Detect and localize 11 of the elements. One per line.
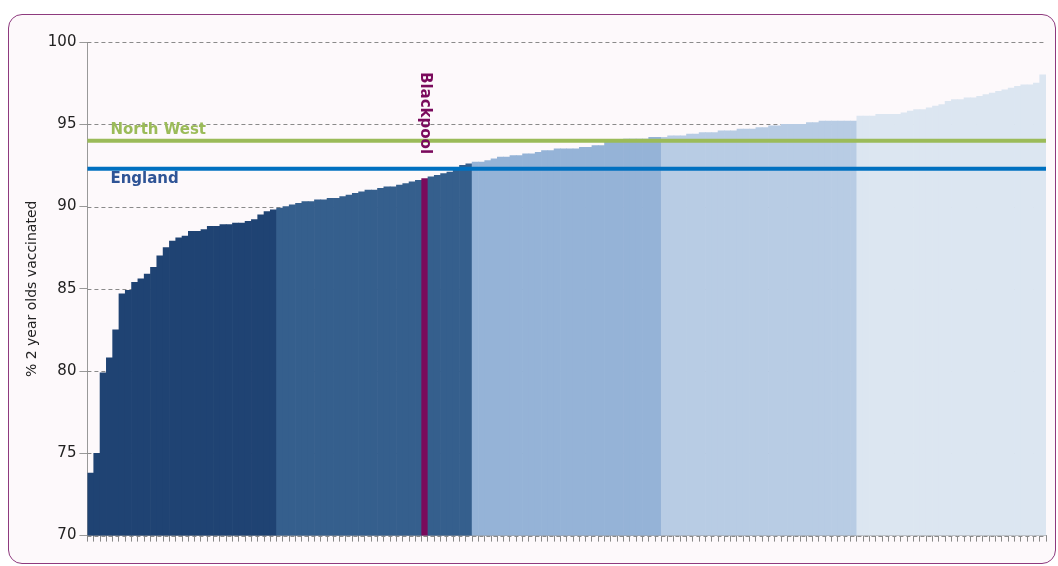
ref-line-label: North West <box>110 120 207 139</box>
y-tick-label: 70 <box>57 525 77 544</box>
annotation: Blackpool <box>416 72 435 155</box>
y-axis-title: % 2 year olds vaccinated <box>23 200 40 378</box>
y-tick-label: 90 <box>57 196 77 215</box>
y-tick-label: 95 <box>57 114 77 133</box>
y-tick-label: 85 <box>57 278 77 297</box>
ref-line-label: England <box>110 169 179 188</box>
y-tick-label: 100 <box>47 31 77 50</box>
y-tick-label: 75 <box>57 443 77 462</box>
y-tick-label: 80 <box>57 360 77 379</box>
